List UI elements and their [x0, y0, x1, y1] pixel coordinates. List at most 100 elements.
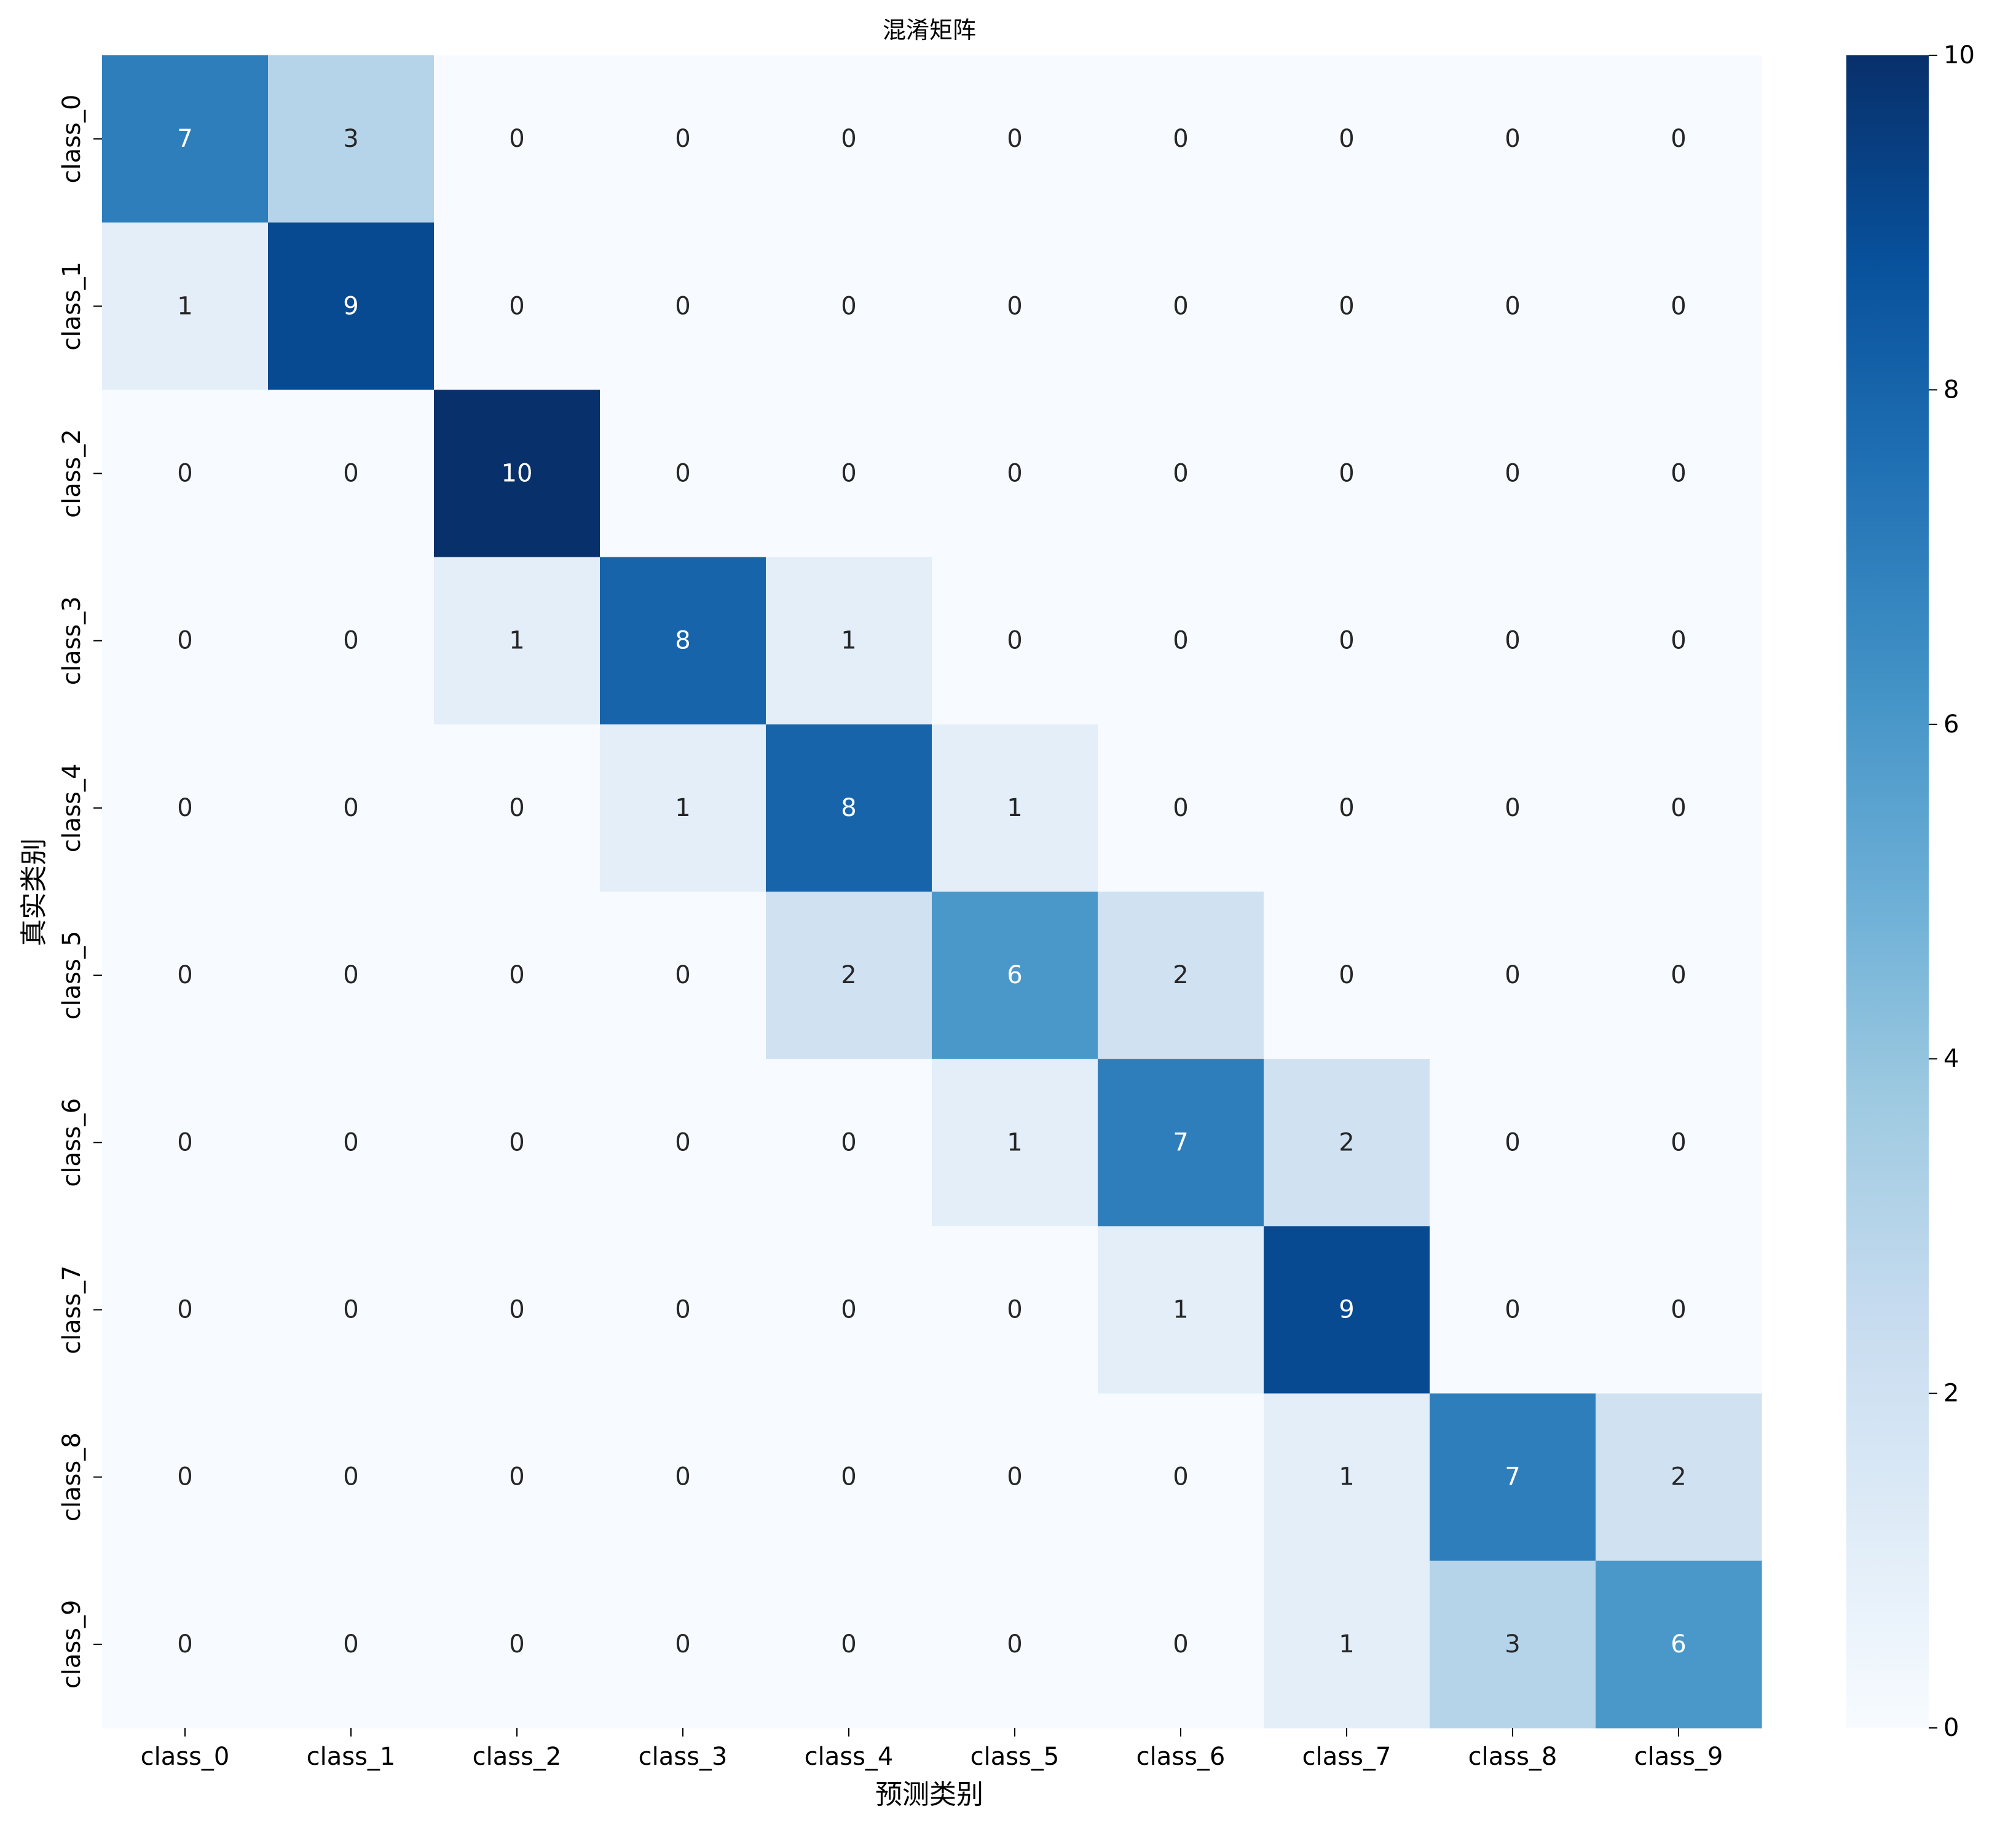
colorbar-tick-label: 10	[1943, 41, 1975, 69]
heatmap-cell	[1264, 55, 1430, 223]
heatmap-cell	[1596, 1226, 1762, 1394]
cell-value-label: 0	[1671, 794, 1686, 822]
cell-value-label: 6	[1671, 1630, 1686, 1658]
cell-value-label: 0	[675, 125, 690, 153]
heatmap-cell	[1430, 1226, 1596, 1394]
heatmap-cell	[600, 724, 766, 892]
cell-value-label: 2	[841, 961, 856, 989]
x-tick-label: class_0	[141, 1743, 230, 1771]
heatmap-cell	[268, 557, 435, 725]
cell-value-label: 0	[343, 1630, 358, 1658]
colorbar-tick-label: 6	[1943, 710, 1959, 739]
heatmap-cell	[932, 390, 1098, 558]
heatmap-cell	[766, 1226, 932, 1394]
heatmap-cell	[1264, 557, 1430, 725]
y-tick-label: class_0	[58, 95, 86, 184]
colorbar: 0 2 4 6 8 10	[1846, 41, 1975, 1742]
cell-value-label: 0	[1671, 1128, 1686, 1156]
x-tick-label: class_3	[639, 1743, 728, 1771]
heatmap-cell	[102, 390, 269, 558]
cell-value-label: 7	[1505, 1463, 1520, 1491]
cell-value-label: 10	[502, 460, 533, 488]
heatmap-cell	[932, 724, 1098, 892]
heatmap-cell	[268, 892, 435, 1059]
cell-value-label: 6	[1007, 961, 1022, 989]
cell-value-label: 0	[1007, 125, 1022, 153]
heatmap-cell	[932, 1059, 1098, 1226]
x-tick-label: class_5	[971, 1743, 1060, 1771]
x-tick-label: class_2	[473, 1743, 562, 1771]
heatmap-cell	[434, 1226, 600, 1394]
cell-value-label: 0	[841, 1630, 856, 1658]
heatmap-cell	[102, 222, 269, 390]
cell-value-label: 0	[1339, 125, 1354, 153]
cell-value-label: 0	[177, 1296, 192, 1324]
y-tick-label: class_4	[58, 764, 86, 853]
heatmap-cell	[434, 557, 600, 725]
y-tick-label: class_9	[58, 1600, 86, 1689]
colorbar-tick-label: 8	[1943, 375, 1959, 404]
heatmap-cell	[268, 1560, 435, 1729]
heatmap-cell	[766, 55, 932, 223]
heatmap-cell	[1430, 724, 1596, 892]
x-tick-label: class_8	[1468, 1743, 1557, 1771]
cell-value-label: 0	[1173, 125, 1188, 153]
heatmap-cell	[932, 892, 1098, 1059]
heatmap-cell	[1098, 1393, 1264, 1561]
y-tick-label: class_1	[58, 262, 86, 351]
cell-value-label: 0	[509, 1128, 524, 1156]
heatmap-cell	[1098, 55, 1264, 223]
heatmap-cell	[766, 1059, 932, 1226]
cell-value-label: 0	[177, 1463, 192, 1491]
cell-value-label: 2	[1173, 961, 1188, 989]
cell-value-label: 0	[343, 460, 358, 488]
cell-value-label: 0	[177, 961, 192, 989]
cell-value-label: 0	[343, 1296, 358, 1324]
heatmap-cell	[268, 724, 435, 892]
heatmap-cell	[766, 1393, 932, 1561]
colorbar-tick-label: 0	[1943, 1714, 1959, 1742]
cell-value-label: 0	[177, 1630, 192, 1658]
cell-value-label: 0	[343, 1128, 358, 1156]
heatmap-cell	[1098, 1059, 1264, 1226]
cell-value-label: 0	[177, 460, 192, 488]
cell-value-label: 8	[841, 794, 856, 822]
cell-value-label: 1	[1173, 1296, 1188, 1324]
heatmap-cell	[1098, 1226, 1264, 1394]
cell-value-label: 0	[675, 1128, 690, 1156]
cell-value-label: 0	[509, 794, 524, 822]
heatmap-cell	[268, 222, 435, 390]
cell-value-label: 0	[177, 794, 192, 822]
heatmap-cell	[102, 1226, 269, 1394]
cell-value-label: 0	[1007, 1630, 1022, 1658]
cell-value-label: 1	[841, 627, 856, 655]
cell-value-label: 3	[343, 125, 358, 153]
cell-value-label: 0	[1173, 1463, 1188, 1491]
heatmap-cell	[434, 1560, 600, 1729]
heatmap-cell	[1596, 557, 1762, 725]
heatmap-cell	[932, 1560, 1098, 1729]
cell-value-label: 0	[509, 292, 524, 320]
cell-value-label: 0	[1671, 961, 1686, 989]
heatmap-cell	[766, 892, 932, 1059]
cell-value-label: 0	[1505, 460, 1520, 488]
cell-value-label: 1	[1339, 1630, 1354, 1658]
cell-value-label: 0	[675, 1463, 690, 1491]
cell-value-label: 0	[509, 1630, 524, 1658]
heatmap-cell	[1430, 557, 1596, 725]
cell-value-label: 0	[343, 1463, 358, 1491]
y-tick-label: class_8	[58, 1432, 86, 1521]
cell-value-label: 0	[509, 125, 524, 153]
heatmap-cell	[434, 222, 600, 390]
cell-value-label: 1	[1007, 794, 1022, 822]
x-axis-label: 预测类别	[875, 1779, 983, 1810]
cell-value-label: 1	[1339, 1463, 1354, 1491]
cell-value-label: 0	[675, 460, 690, 488]
heatmap-cells	[102, 55, 1762, 1729]
cell-value-label: 1	[177, 292, 192, 320]
heatmap-cell	[1098, 1560, 1264, 1729]
heatmap-cell	[1596, 390, 1762, 558]
cell-value-label: 0	[1505, 961, 1520, 989]
heatmap-cell	[600, 390, 766, 558]
heatmap-cell	[1098, 390, 1264, 558]
